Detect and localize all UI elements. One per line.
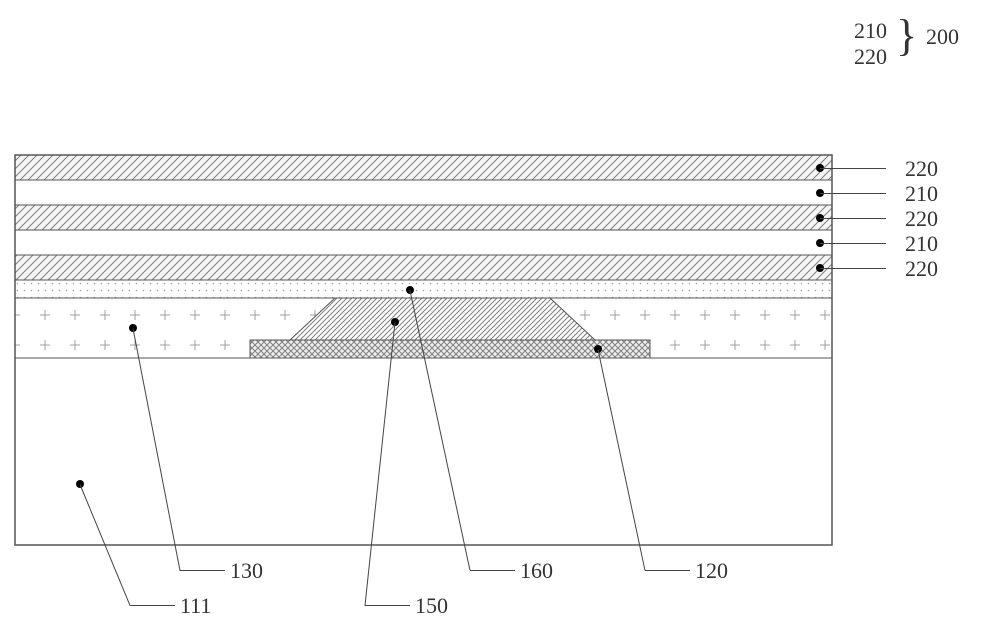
leader-line xyxy=(645,570,690,571)
layer-220-c xyxy=(15,255,832,280)
leader-line xyxy=(130,605,175,606)
leader-line xyxy=(820,193,886,194)
layer-160 xyxy=(15,280,832,298)
leader-line xyxy=(470,570,515,571)
callout-label-130: 130 xyxy=(230,558,263,584)
layer-210-a xyxy=(15,180,832,205)
legend-item-220: 220 xyxy=(854,44,887,70)
cross-section-diagram xyxy=(0,0,1000,630)
callout-label-120: 120 xyxy=(695,558,728,584)
leader-line xyxy=(820,243,886,244)
callout-label-160: 160 xyxy=(520,558,553,584)
callout-label-220: 220 xyxy=(905,156,938,182)
callout-label-150: 150 xyxy=(415,593,448,619)
callout-label-111: 111 xyxy=(180,593,211,619)
legend-group-label: 200 xyxy=(926,24,959,50)
layer-111 xyxy=(15,358,832,545)
leader-line xyxy=(180,570,225,571)
leader-line xyxy=(820,168,886,169)
layer-210-b xyxy=(15,230,832,255)
legend-item-210: 210 xyxy=(854,18,887,44)
leader-line xyxy=(820,218,886,219)
legend-brace: } xyxy=(896,14,917,58)
leader-line xyxy=(365,605,410,606)
callout-label-210: 210 xyxy=(905,181,938,207)
layer-220-top xyxy=(15,155,832,180)
callout-label-220: 220 xyxy=(905,256,938,282)
layer-220-b xyxy=(15,205,832,230)
shape-120 xyxy=(250,340,650,358)
leader-line xyxy=(820,268,886,269)
callout-label-210: 210 xyxy=(905,231,938,257)
callout-label-220: 220 xyxy=(905,206,938,232)
shape-150 xyxy=(290,298,595,340)
